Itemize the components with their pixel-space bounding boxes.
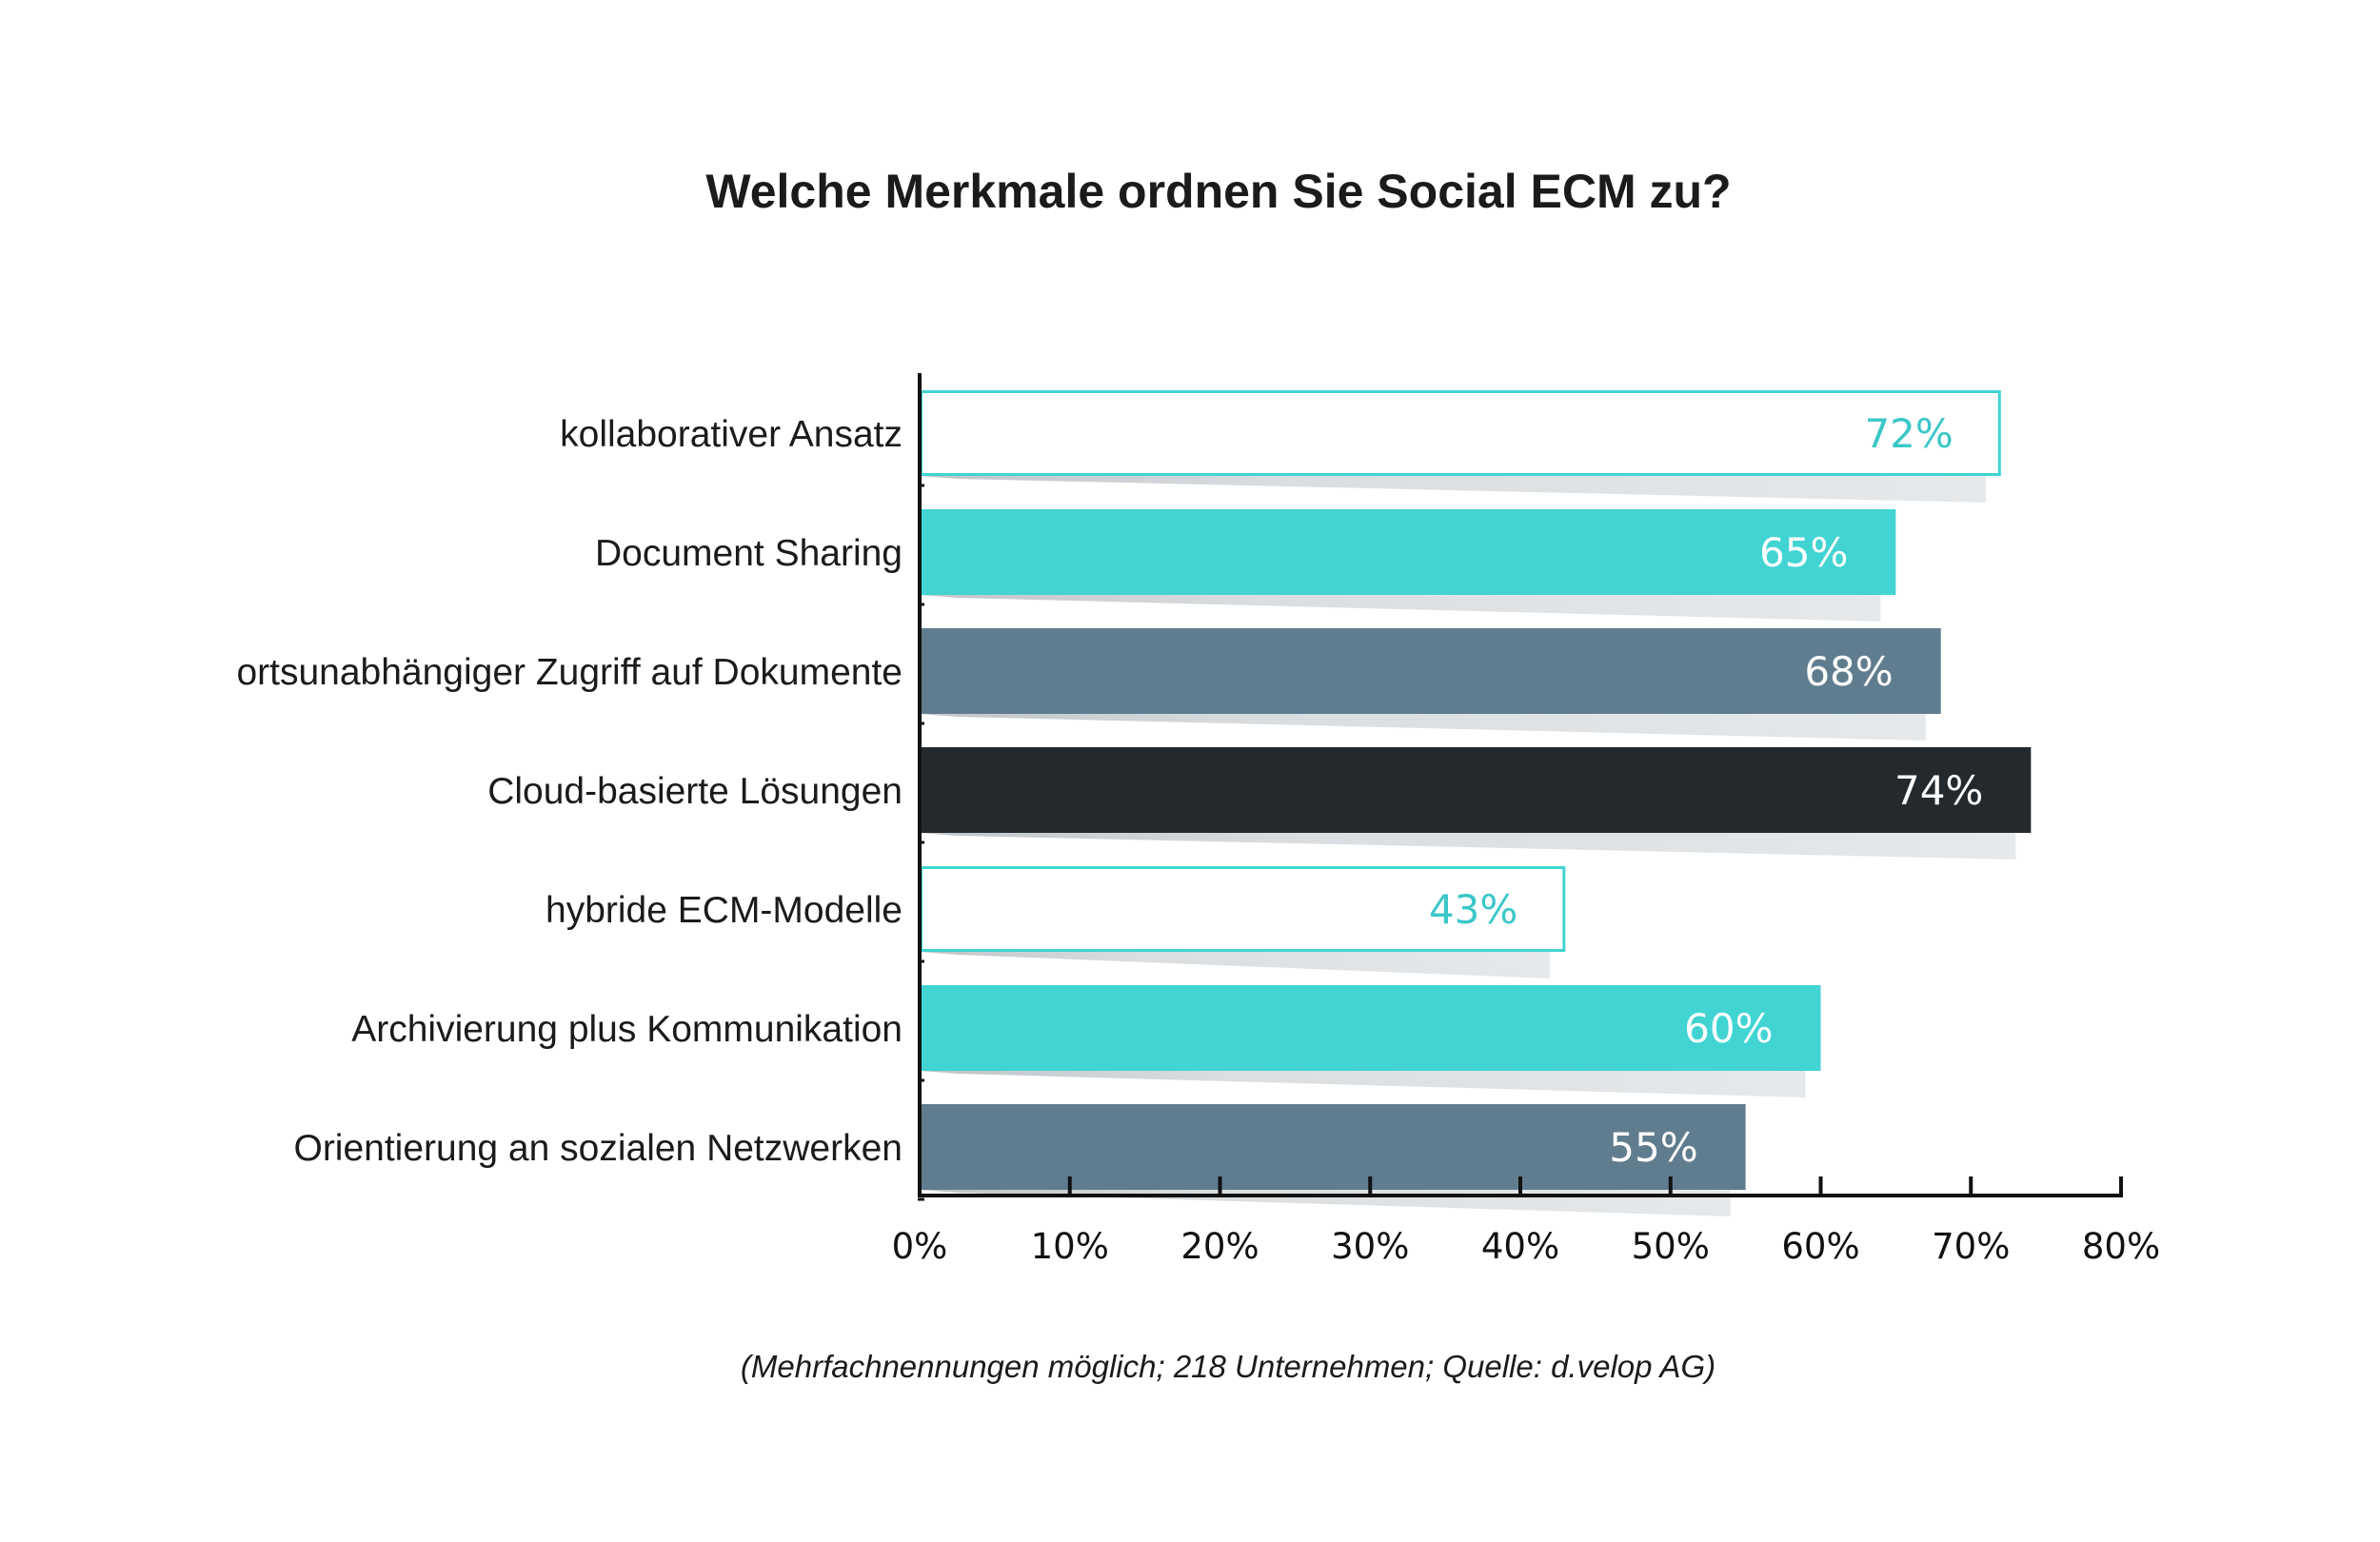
bar [920,985,1821,1071]
x-tick-label: 80% [2082,1226,2160,1267]
bar-shadow [920,1071,1806,1097]
value-label: 74% [1894,767,1983,814]
bar-shadow [920,595,1881,622]
category-label: Cloud-basierte Lösungen [487,771,902,812]
value-label: 68% [1804,648,1893,695]
chart-title: Welche Merkmale ordnen Sie Social ECM zu… [705,165,1731,218]
bar [920,1104,1746,1190]
x-tick-label: 30% [1331,1226,1409,1267]
category-label: hybride ECM-Modelle [545,890,902,931]
value-label: 65% [1759,529,1848,576]
bar-shadow [920,952,1551,979]
value-label: 55% [1609,1124,1697,1171]
x-tick-label: 50% [1632,1226,1710,1267]
value-label: 43% [1429,886,1517,933]
value-labels: 72% 65% 68% 74% 43% 60% 55% [1429,410,1983,1171]
x-tick-label: 60% [1781,1226,1859,1267]
category-label: Orientierung an sozialen Netzwerken [293,1128,902,1169]
category-label: ortsunabhängiger Zugriff auf Dokumente [236,652,902,693]
category-label: Document Sharing [595,533,902,574]
bar [920,509,1896,595]
x-tick-label: 10% [1031,1226,1109,1267]
bars [920,390,2032,1190]
bar-shadow [920,714,1926,741]
category-label: kollaborativer Ansatz [560,414,902,455]
bar [920,747,2032,833]
category-labels: kollaborativer Ansatz Document Sharing ort… [236,414,902,1169]
x-tick-label: 40% [1481,1226,1559,1267]
x-tick-label: 70% [1932,1226,2010,1267]
source-note: (Mehrfachnennungen möglich; 218 Unterneh… [741,1349,1716,1384]
bar [920,390,2001,476]
bar [920,628,1941,714]
bar-shadow [920,833,2016,860]
axes: 0% 10% 20% 30% 40% 50% 60% 70% 80% [892,373,2160,1267]
x-tick-label: 0% [892,1226,948,1267]
bar-shadow [920,476,1986,503]
category-label: Archivierung plus Kommunikation [351,1009,902,1050]
x-tick-label: 20% [1180,1226,1259,1267]
value-label: 60% [1684,1005,1773,1052]
value-label: 72% [1864,410,1953,457]
